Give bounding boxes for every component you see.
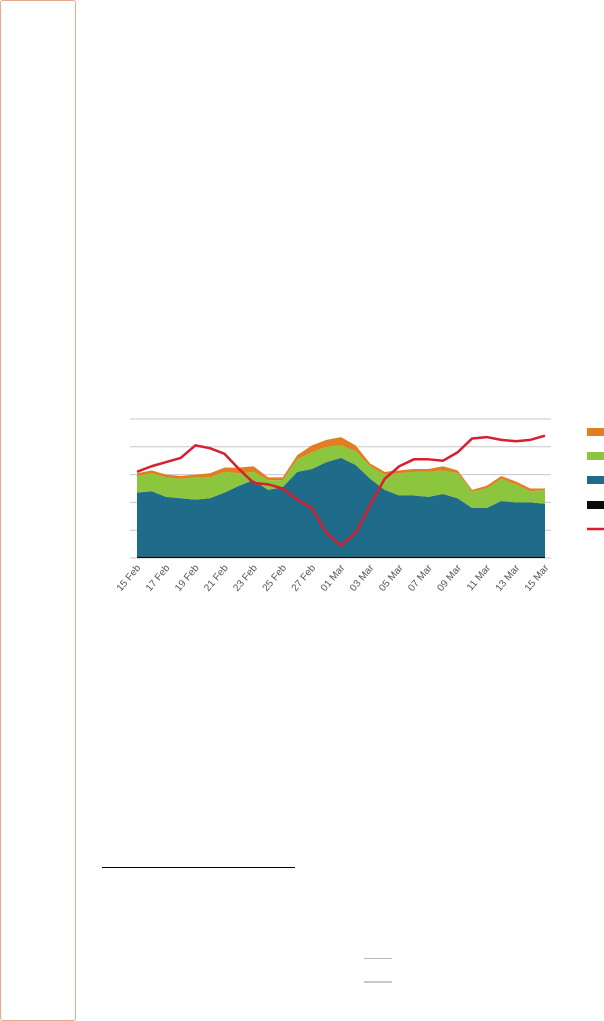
x-tick-label: 25 Feb xyxy=(261,563,290,594)
x-tick-label: 19 Feb xyxy=(173,563,202,594)
x-tick-label: 23 Feb xyxy=(231,563,260,594)
legend-swatch xyxy=(587,501,604,509)
x-tick-label: 11 Mar xyxy=(465,562,493,593)
legend-swatch xyxy=(587,428,604,436)
x-tick-label: 05 Mar xyxy=(377,562,406,593)
chart-area-series xyxy=(137,437,545,558)
short-rule-lower xyxy=(364,981,392,983)
chart-x-axis-ticks: 15 Feb 17 Feb 19 Feb 21 Feb 23 Feb 25 Feb 27 F… xyxy=(115,562,552,593)
x-tick-label: 27 Feb xyxy=(290,563,319,594)
chart-legend xyxy=(587,428,604,531)
legend-swatch xyxy=(587,476,604,484)
x-tick-label: 01 Mar xyxy=(319,562,348,593)
x-tick-label: 03 Mar xyxy=(348,562,377,593)
x-tick-label: 15 Mar xyxy=(523,562,552,593)
x-tick-label: 13 Mar xyxy=(494,562,523,593)
chart-line-series xyxy=(136,434,546,547)
x-tick-label: 17 Feb xyxy=(144,563,173,594)
footnote-separator xyxy=(102,867,295,868)
legend-swatch xyxy=(587,452,604,460)
area-series-0 xyxy=(137,556,545,558)
short-rule-upper xyxy=(364,958,392,959)
area-series-1 xyxy=(137,457,545,557)
x-tick-label: 15 Feb xyxy=(115,563,144,594)
area-series-2 xyxy=(137,445,545,508)
x-tick-label: 21 Feb xyxy=(202,563,231,594)
x-tick-label: 09 Mar xyxy=(435,562,464,593)
line-series-0 xyxy=(136,434,546,547)
x-tick-label: 07 Mar xyxy=(406,562,435,593)
page-sidebar-panel xyxy=(0,0,76,1021)
